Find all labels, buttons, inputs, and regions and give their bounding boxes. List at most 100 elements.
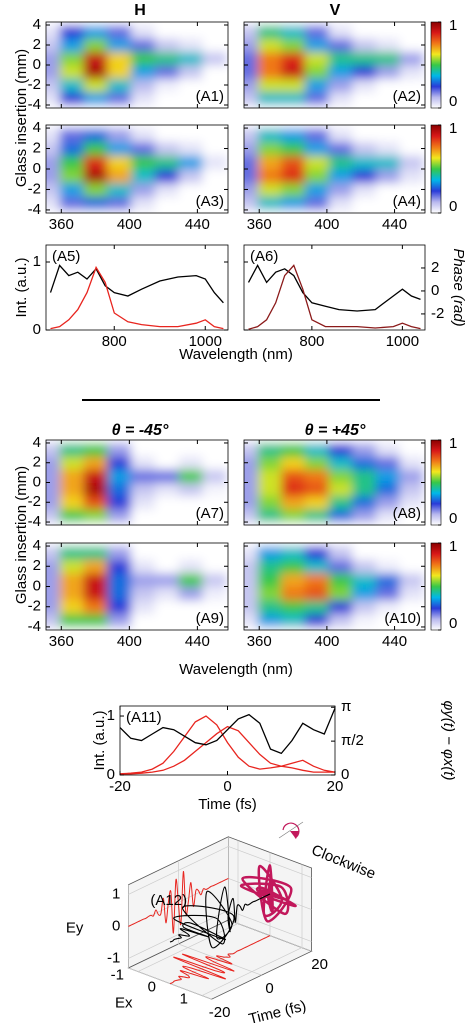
- heatmap-cell: [375, 91, 401, 106]
- heatmap-cell: [178, 495, 203, 510]
- heatmap-cell: [131, 78, 156, 93]
- heatmap-cell: [107, 155, 132, 170]
- heatmap-cell: [304, 38, 330, 53]
- heatmap-cell: [202, 91, 227, 106]
- heatmap-cell: [328, 586, 353, 601]
- panel-label: (A6): [250, 248, 278, 265]
- x-tick-label: 360: [49, 633, 74, 650]
- heatmap-cell: [107, 482, 132, 497]
- heatmap-cell: [178, 559, 203, 574]
- heatmap-cell: [399, 128, 424, 143]
- heatmap-cell: [59, 141, 84, 156]
- heatmap-cell: [352, 182, 377, 197]
- z-axis-label: Ey: [66, 919, 84, 936]
- y-tick-label: 0: [148, 979, 156, 996]
- heatmap-cell: [328, 91, 353, 106]
- heatmap-cell: [304, 559, 330, 574]
- x-tick-label: 800: [299, 333, 324, 350]
- heatmap-cell: [352, 38, 377, 53]
- heatmap-cell: [257, 65, 282, 79]
- heatmap-cell: [328, 469, 353, 483]
- heatmap-cell: [83, 456, 108, 470]
- heatmap-cell: [131, 508, 156, 523]
- heatmap-cell: [154, 91, 180, 106]
- heatmap-cell: [328, 78, 353, 93]
- heatmap-cell: [83, 495, 108, 510]
- heatmap-cell: [83, 443, 108, 457]
- heatmap-cell: [304, 600, 330, 614]
- heatmap-cell: [154, 559, 180, 574]
- heatmap-cell: [202, 508, 227, 523]
- y-tick-label: -4: [28, 201, 41, 218]
- heatmap: [46, 22, 228, 108]
- heatmap-cell: [375, 169, 401, 184]
- heatmap-cell: [257, 559, 282, 574]
- heatmap-cell: [244, 25, 259, 39]
- y-axis-label: Int. (a.u.): [13, 257, 30, 317]
- line-series: [248, 264, 421, 330]
- heatmap-cell: [178, 469, 203, 483]
- heatmap-cell: [202, 559, 227, 574]
- heatmap-cell: [352, 25, 377, 39]
- heatmap-cell: [178, 25, 203, 39]
- heatmap-cell: [202, 456, 227, 470]
- heatmap-cell: [46, 141, 61, 156]
- heatmap-cell: [244, 141, 259, 156]
- heatmap-cell: [202, 600, 227, 614]
- heatmap: [244, 440, 425, 525]
- heatmap-cell: [375, 546, 401, 561]
- heatmap-cell: [59, 155, 84, 170]
- heatmap-cell: [244, 546, 259, 561]
- heatmap-cell: [83, 508, 108, 523]
- heatmap-cell: [304, 196, 330, 211]
- heatmap-cell: [352, 572, 377, 587]
- heatmap-cell: [244, 196, 259, 211]
- x-tick-label: 440: [382, 633, 407, 650]
- heatmap-cell: [154, 169, 180, 184]
- heatmap-cell: [83, 613, 108, 628]
- heatmap-cell: [244, 155, 259, 170]
- y2-tick-label: 0: [341, 766, 349, 783]
- x-tick-label: 360: [247, 633, 272, 650]
- heatmap-cell: [281, 128, 306, 143]
- heatmap-cell: [328, 51, 353, 66]
- heatmap-cell: [107, 196, 132, 211]
- heatmap-cell: [131, 495, 156, 510]
- heatmap-cell: [244, 169, 259, 184]
- heatmap-cell: [352, 51, 377, 66]
- heatmap-cell: [375, 586, 401, 601]
- column-title: V: [330, 2, 341, 19]
- y-tick-label: -2: [28, 180, 41, 197]
- z-tick-label: 1: [112, 885, 120, 902]
- heatmap-cell: [202, 482, 227, 497]
- heatmap-cell: [107, 559, 132, 574]
- heatmap: [244, 125, 425, 213]
- heatmap-cell: [59, 182, 84, 197]
- colorbar-tick-label: 0: [449, 510, 457, 527]
- y-tick-label: -2: [28, 76, 41, 93]
- y-tick-label: -2: [28, 493, 41, 510]
- heatmap-cell: [244, 456, 259, 470]
- heatmap-cell: [257, 572, 282, 587]
- heatmap-cell: [178, 155, 203, 170]
- heatmap-cell: [59, 508, 84, 523]
- line-series: [120, 725, 335, 775]
- colorbar-tick-label: 1: [449, 17, 457, 34]
- heatmap-cell: [83, 482, 108, 497]
- heatmap-cell: [399, 559, 424, 574]
- heatmap-cell: [352, 141, 377, 156]
- heatmap-cell: [59, 572, 84, 587]
- heatmap-cell: [281, 613, 306, 628]
- heatmap-cell: [352, 559, 377, 574]
- heatmap-cell: [281, 25, 306, 39]
- heatmap-cell: [257, 613, 282, 628]
- heatmap-cell: [257, 182, 282, 197]
- heatmap-cell: [257, 196, 282, 211]
- heatmap-cell: [281, 508, 306, 523]
- heatmap-cell: [399, 169, 424, 184]
- heatmap-cell: [83, 572, 108, 587]
- plot-frame: [243, 244, 426, 331]
- heatmap-cell: [281, 482, 306, 497]
- heatmap-cell: [46, 586, 61, 601]
- heatmap-cell: [375, 495, 401, 510]
